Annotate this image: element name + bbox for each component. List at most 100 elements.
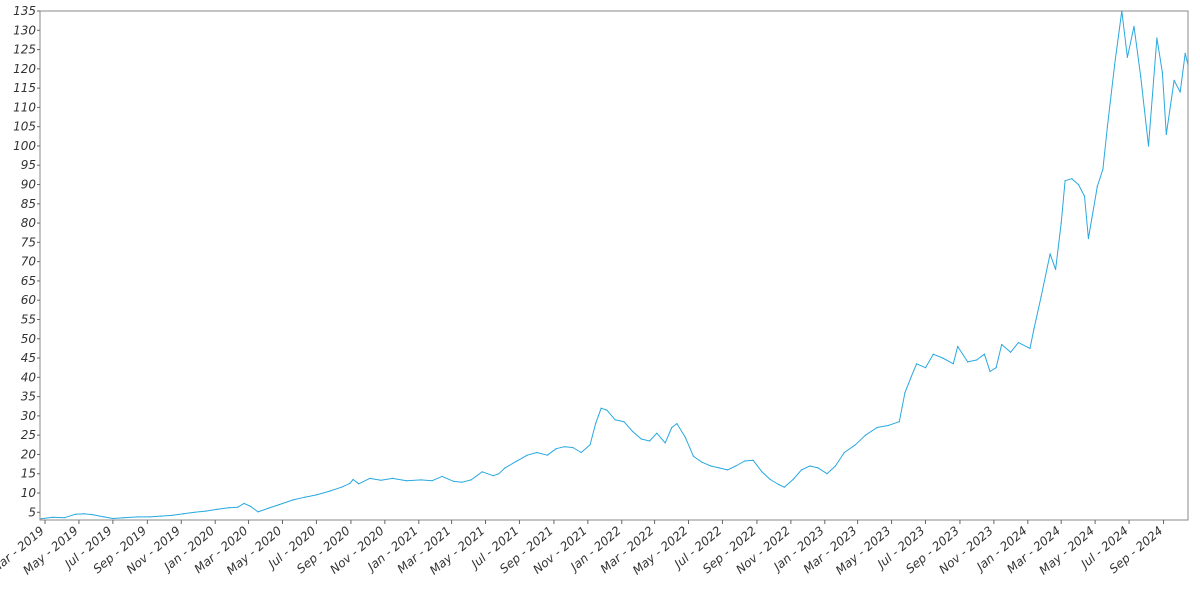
data-point (976, 359, 978, 361)
data-point (63, 517, 66, 519)
data-point (171, 514, 173, 517)
data-point (563, 446, 566, 448)
data-point (340, 486, 343, 488)
data-point (1017, 342, 1020, 344)
data-point (103, 516, 105, 518)
data-point (369, 477, 371, 479)
data-point (1102, 168, 1104, 170)
data-point (1147, 145, 1150, 147)
y-tick-label: 75 (21, 235, 36, 249)
data-point (555, 448, 557, 450)
data-point (83, 513, 85, 515)
data-point (536, 451, 538, 454)
data-point (1033, 328, 1035, 330)
data-point (481, 471, 483, 473)
y-tick-label: 65 (21, 274, 36, 288)
data-point (1049, 253, 1051, 255)
data-point (1083, 195, 1086, 197)
data-point (572, 446, 574, 449)
data-point (649, 440, 651, 442)
data-point (898, 421, 900, 423)
data-point (684, 436, 686, 438)
data-point (735, 465, 737, 467)
data-point (1087, 237, 1089, 240)
data-point (1121, 10, 1123, 12)
data-point (834, 465, 837, 467)
y-tick-label: 55 (21, 312, 36, 326)
data-point (453, 480, 455, 482)
data-point (1165, 133, 1167, 135)
y-tick-label: 70 (21, 255, 37, 269)
data-point (216, 508, 218, 510)
data-point (623, 421, 625, 423)
data-point (1106, 126, 1108, 128)
data-point (876, 426, 878, 429)
data-point (995, 367, 997, 369)
data-point (40, 518, 42, 520)
data-point (631, 430, 634, 432)
data-point (1040, 295, 1042, 297)
data-point (1114, 64, 1116, 66)
data-point (761, 471, 763, 473)
data-point (470, 479, 472, 481)
y-tick-label: 90 (21, 178, 37, 192)
data-point (676, 423, 678, 425)
y-axis: 5 10 15 20 25 30 35 40 45 50 55 60 65 70 75 80 85 90 95 100… (13, 4, 40, 519)
data-point (710, 465, 712, 467)
data-point (817, 467, 819, 469)
data-point (352, 478, 354, 481)
y-tick-label: 5 (28, 505, 36, 519)
data-point (292, 499, 294, 501)
data-point (349, 482, 351, 484)
data-point (957, 345, 959, 348)
data-point (504, 467, 506, 469)
data-point (243, 502, 245, 504)
data-point (1179, 91, 1181, 93)
data-point (492, 475, 494, 477)
data-point (952, 363, 954, 365)
data-point (580, 451, 582, 454)
data-point (1096, 185, 1098, 188)
data-point (441, 475, 443, 477)
data-point (91, 514, 93, 516)
data-point (1140, 76, 1142, 78)
y-tick-label: 130 (13, 23, 36, 37)
data-point (1187, 64, 1189, 66)
data-point (1055, 268, 1057, 270)
data-point (792, 478, 794, 481)
data-point (329, 490, 331, 492)
data-point (52, 516, 54, 518)
data-point (864, 434, 867, 436)
data-point (589, 444, 591, 446)
data-point (606, 409, 608, 411)
y-tick-label: 100 (13, 139, 36, 153)
data-point (904, 392, 906, 394)
y-tick-label: 110 (13, 100, 36, 114)
data-point (498, 473, 500, 475)
data-point (826, 473, 828, 475)
y-tick-label: 60 (21, 293, 37, 307)
data-point (358, 483, 360, 485)
data-point (989, 370, 991, 373)
data-point (614, 419, 616, 421)
data-point (526, 454, 528, 456)
data-point (1161, 72, 1163, 74)
data-point (932, 353, 934, 355)
data-point (160, 515, 162, 517)
data-point (1064, 180, 1066, 182)
y-tick-label: 120 (13, 62, 36, 76)
data-point (692, 455, 695, 457)
data-point (916, 363, 918, 365)
plot-area (39, 10, 1189, 521)
y-tick-label: 115 (13, 81, 36, 95)
data-point (983, 353, 986, 355)
data-point (461, 481, 463, 483)
data-point (671, 426, 673, 429)
y-tick-label: 35 (21, 390, 36, 404)
data-point (122, 517, 124, 519)
y-tick-label: 30 (21, 409, 37, 423)
data-point (910, 376, 912, 378)
data-point (783, 486, 785, 488)
